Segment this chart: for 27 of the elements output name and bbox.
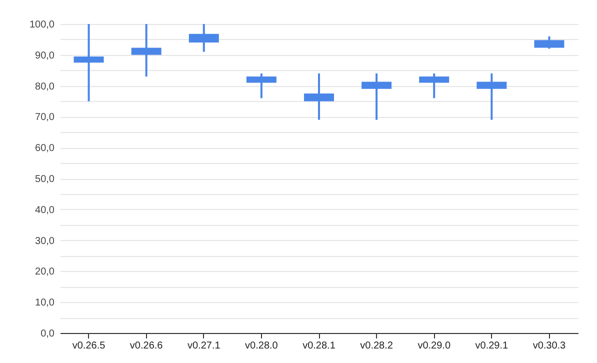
y-tick-label: 60,0 <box>35 143 55 154</box>
y-tick-label: 10,0 <box>35 298 55 309</box>
candlestick <box>362 72 392 121</box>
y-tick-label: 40,0 <box>35 204 55 216</box>
candlestick <box>304 72 334 121</box>
y-tick-label: 90,0 <box>35 50 55 62</box>
y-tick-label: 0,0 <box>40 328 55 340</box>
y-tick-label: 100,0 <box>29 20 55 30</box>
y-tick-label: 70,0 <box>35 112 55 124</box>
x-tick-label: v0.28.0 <box>245 340 278 352</box>
x-tick-label: v0.30.3 <box>532 340 566 352</box>
candlestick <box>74 23 104 102</box>
x-tick-label: v0.26.5 <box>72 340 106 352</box>
y-tick-label: 20,0 <box>35 266 55 278</box>
y-tick-label: 50,0 <box>35 174 55 185</box>
candlestick <box>419 72 450 100</box>
x-tick-label: v0.27.1 <box>187 340 221 352</box>
y-tick-label: 80,0 <box>35 81 55 92</box>
x-tick-label: v0.28.1 <box>302 340 336 352</box>
x-tick-label: v0.29.1 <box>475 340 508 352</box>
candlestick <box>131 23 162 78</box>
x-tick-label: v0.29.0 <box>418 340 451 352</box>
y-tick-label: 30,0 <box>35 236 55 247</box>
candlestick <box>246 72 276 100</box>
candlestick <box>476 72 507 121</box>
x-tick-label: v0.28.2 <box>360 340 394 352</box>
x-tick-label: v0.26.6 <box>130 340 164 352</box>
